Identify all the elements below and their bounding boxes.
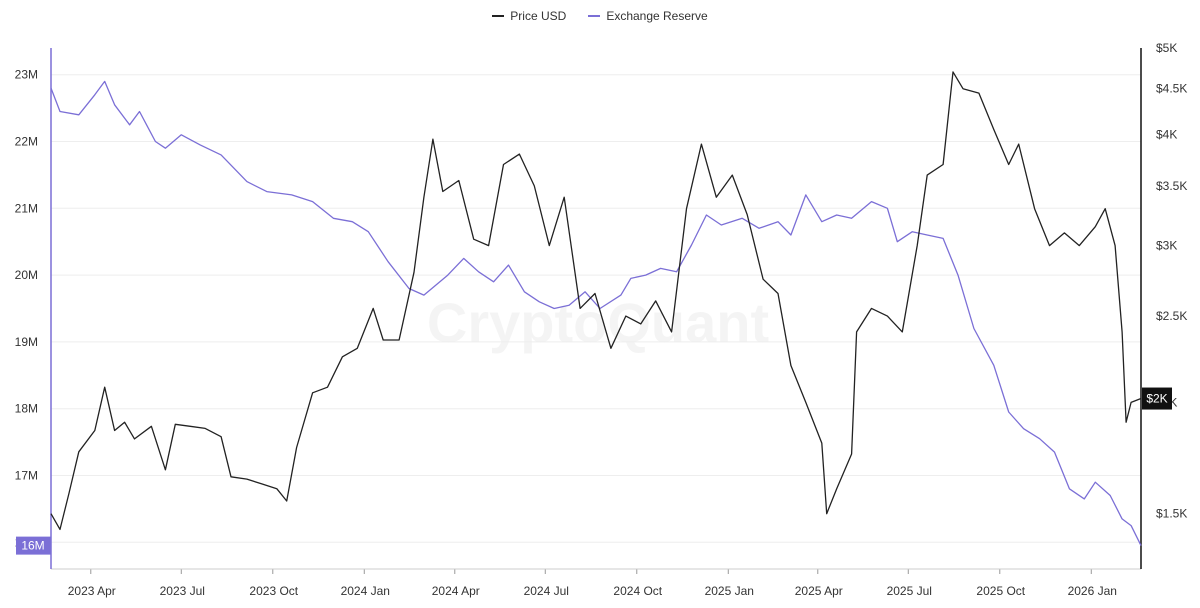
right-current-badge [1142, 387, 1172, 410]
left-tick-label: 19M [15, 335, 38, 349]
left-tick-label: 21M [15, 201, 38, 215]
left-current-badge-text: 16M [21, 539, 44, 553]
legend-item-reserve[interactable]: Exchange Reserve [588, 9, 708, 23]
grid-lines [51, 74, 1141, 543]
legend-item-price[interactable]: Price USD [492, 9, 566, 23]
x-tick-label: 2025 Jan [705, 584, 754, 598]
left-current-badge [16, 536, 51, 555]
x-tick-label: 2023 Oct [249, 584, 298, 598]
left-tick-label: 17M [15, 468, 38, 482]
series-layer [50, 71, 1142, 546]
x-tick-label: 2024 Jul [524, 584, 569, 598]
series-line-price-usd [50, 71, 1142, 531]
chart-legend: Price USD Exchange Reserve [0, 9, 1200, 23]
x-tick-label: 2023 Jul [160, 584, 205, 598]
current-value-badges: 16M $2K [16, 387, 1172, 555]
right-tick-label: $1.5K [1156, 507, 1187, 521]
x-tick-label: 2025 Oct [976, 584, 1025, 598]
right-tick-label: $2.5K [1156, 309, 1187, 323]
left-tick-label: 23M [15, 68, 38, 82]
left-tick-label: 22M [15, 135, 38, 149]
legend-swatch-price [492, 15, 505, 17]
series-line-exchange-reserve [50, 80, 1142, 546]
left-tick-label: 18M [15, 402, 38, 416]
legend-label-price: Price USD [510, 9, 567, 23]
x-tick-label: 2024 Jan [341, 584, 390, 598]
x-tick-label: 2024 Apr [432, 584, 480, 598]
right-tick-label: $4K [1156, 127, 1177, 141]
right-tick-label: $4.5K [1156, 82, 1187, 96]
left-tick-label: 20M [15, 268, 38, 282]
x-tick-label: 2026 Jan [1068, 584, 1117, 598]
watermark: CryptoQuant [427, 291, 769, 354]
legend-swatch-reserve [588, 15, 601, 17]
legend-label-reserve: Exchange Reserve [606, 9, 708, 23]
x-tick-label: 2025 Apr [795, 584, 843, 598]
x-tick-label: 2024 Oct [613, 584, 662, 598]
x-tick-label: 2025 Jul [887, 584, 932, 598]
x-tick-label: 2023 Apr [68, 584, 116, 598]
right-current-badge-text: $2K [1146, 392, 1167, 406]
right-tick-label: $5K [1156, 41, 1177, 55]
right-tick-label: $3.5K [1156, 179, 1187, 193]
right-tick-label: $3K [1156, 239, 1177, 253]
